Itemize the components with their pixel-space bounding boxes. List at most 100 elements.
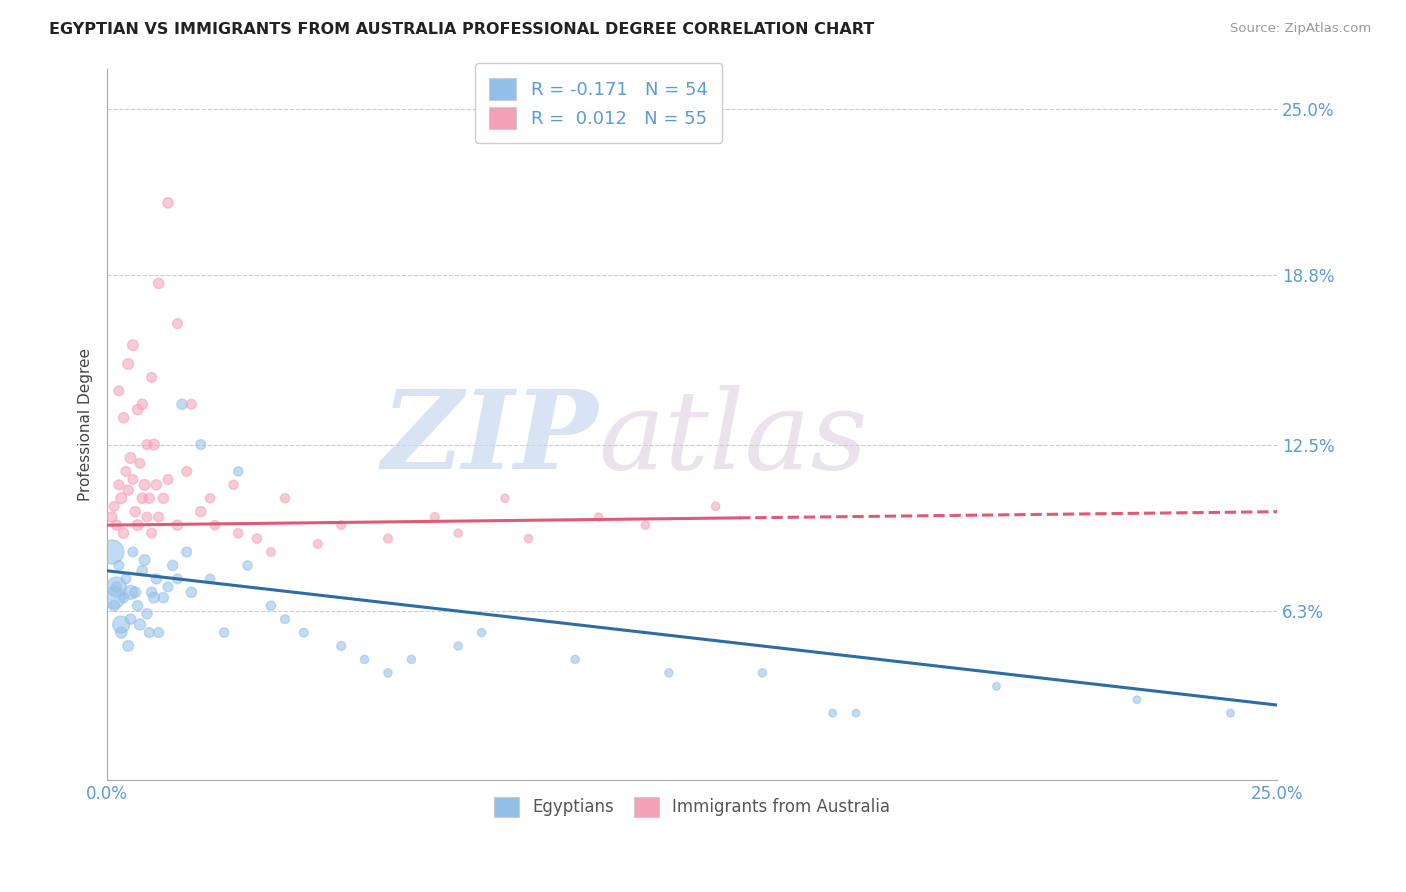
Point (190, 437, 212, 451)
Point (134, 478, 156, 492)
Point (821, 706, 844, 720)
Point (103, 599, 125, 613)
Point (129, 456, 152, 470)
Point (190, 505, 212, 519)
Point (120, 450, 142, 465)
Point (1126, 692, 1149, 706)
Point (110, 617, 132, 632)
Point (108, 558, 131, 573)
Point (198, 572, 221, 586)
Point (143, 591, 166, 605)
Point (156, 473, 179, 487)
Point (110, 491, 132, 506)
Text: atlas: atlas (599, 384, 869, 492)
Point (166, 317, 188, 331)
Point (141, 526, 163, 541)
Point (145, 572, 167, 586)
Point (105, 580, 128, 594)
Point (124, 505, 146, 519)
Point (122, 473, 145, 487)
Point (110, 625, 132, 640)
Point (658, 665, 681, 680)
Point (170, 397, 193, 411)
Point (101, 545, 124, 559)
Legend: Egyptians, Immigrants from Australia: Egyptians, Immigrants from Australia (485, 789, 898, 825)
Y-axis label: Professional Degree: Professional Degree (79, 348, 93, 501)
Point (127, 402, 149, 417)
Point (117, 357, 139, 371)
Text: EGYPTIAN VS IMMIGRANTS FROM AUSTRALIA PROFESSIONAL DEGREE CORRELATION CHART: EGYPTIAN VS IMMIGRANTS FROM AUSTRALIA PR… (49, 22, 875, 37)
Point (134, 553, 156, 567)
Point (307, 537, 329, 551)
Point (176, 545, 198, 559)
Point (180, 397, 202, 411)
Point (115, 572, 138, 586)
Point (236, 558, 259, 573)
Point (226, 526, 249, 541)
Point (148, 510, 170, 524)
Point (108, 478, 131, 492)
Point (156, 580, 179, 594)
Point (330, 639, 353, 653)
Point (131, 491, 153, 506)
Point (494, 491, 516, 506)
Point (845, 706, 868, 720)
Point (122, 545, 145, 559)
Point (112, 526, 135, 541)
Point (292, 625, 315, 640)
Text: ZIP: ZIP (382, 384, 599, 492)
Point (145, 478, 167, 492)
Point (138, 625, 160, 640)
Point (138, 491, 160, 506)
Point (166, 518, 188, 533)
Point (127, 599, 149, 613)
Point (136, 510, 159, 524)
Point (127, 518, 149, 533)
Point (353, 652, 375, 666)
Point (152, 591, 174, 605)
Point (986, 679, 1008, 693)
Point (198, 491, 221, 506)
Point (634, 518, 657, 533)
Point (112, 591, 135, 605)
Point (162, 558, 184, 573)
Point (120, 612, 142, 626)
Point (103, 591, 125, 605)
Text: Source: ZipAtlas.com: Source: ZipAtlas.com (1230, 22, 1371, 36)
Point (117, 639, 139, 653)
Point (120, 585, 142, 599)
Point (143, 437, 166, 451)
Point (156, 195, 179, 210)
Point (212, 625, 235, 640)
Point (330, 518, 353, 533)
Point (148, 625, 170, 640)
Point (148, 277, 170, 291)
Point (204, 518, 226, 533)
Point (401, 652, 423, 666)
Point (588, 510, 610, 524)
Point (1219, 706, 1241, 720)
Point (129, 617, 152, 632)
Point (274, 612, 297, 626)
Point (131, 564, 153, 578)
Point (141, 370, 163, 384)
Point (105, 518, 128, 533)
Point (260, 599, 283, 613)
Point (105, 580, 128, 594)
Point (136, 607, 159, 621)
Point (136, 437, 159, 451)
Point (274, 491, 297, 506)
Point (124, 585, 146, 599)
Point (117, 483, 139, 498)
Point (115, 464, 138, 478)
Point (447, 639, 470, 653)
Point (141, 585, 163, 599)
Point (131, 397, 153, 411)
Point (377, 665, 399, 680)
Point (226, 464, 249, 478)
Point (564, 652, 586, 666)
Point (447, 526, 470, 541)
Point (222, 478, 245, 492)
Point (103, 500, 125, 514)
Point (471, 625, 494, 640)
